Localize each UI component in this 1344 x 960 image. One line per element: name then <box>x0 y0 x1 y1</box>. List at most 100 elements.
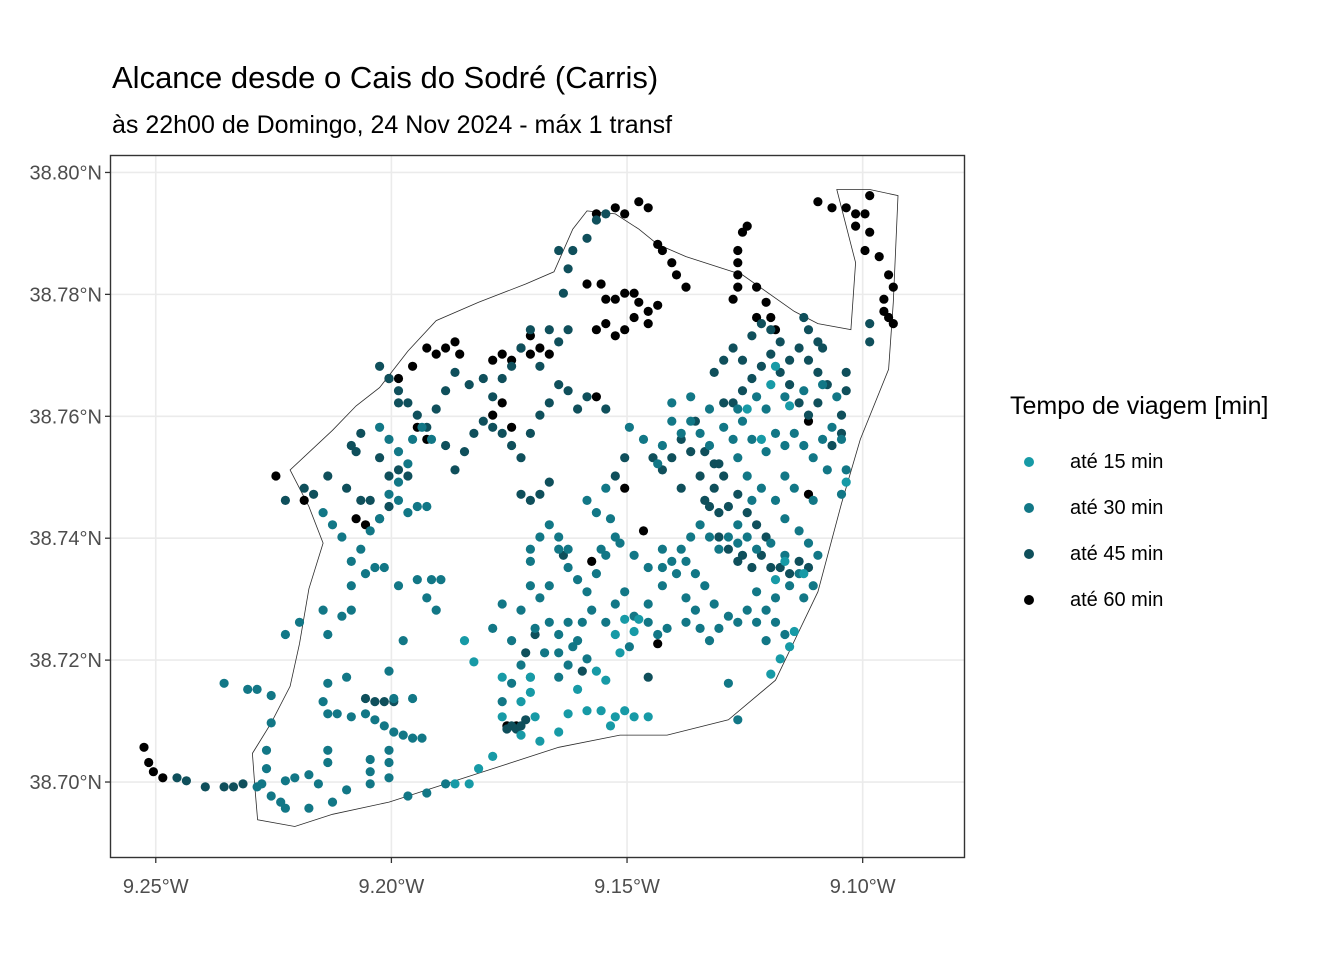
stop-point <box>719 422 729 432</box>
stop-point <box>723 678 734 688</box>
stop-point <box>280 629 290 640</box>
stop-point <box>544 349 554 359</box>
stop-point <box>780 629 790 640</box>
stop-point <box>408 693 418 704</box>
stop-point <box>591 507 602 518</box>
stop-point <box>591 392 602 402</box>
stop-point <box>497 697 507 707</box>
stop-point <box>686 392 696 402</box>
stop-point <box>808 495 818 505</box>
stop-point <box>747 331 757 341</box>
stop-point <box>573 404 583 414</box>
stop-point <box>219 782 229 792</box>
stop-point <box>266 690 276 701</box>
stop-point <box>327 797 338 807</box>
stop-point <box>360 709 371 719</box>
stop-point <box>384 666 394 676</box>
stop-point <box>752 282 762 292</box>
stop-point <box>799 593 809 603</box>
stop-point <box>860 245 870 256</box>
stop-point <box>620 587 630 597</box>
lisbon-boundary <box>251 189 899 827</box>
stop-point <box>379 562 389 573</box>
stop-point <box>620 614 630 624</box>
stop-point <box>544 477 554 487</box>
stop-point <box>671 270 682 280</box>
stop-point <box>497 672 507 682</box>
stop-point <box>252 782 262 792</box>
stop-point <box>742 532 752 542</box>
stop-point <box>761 297 771 307</box>
stop-point <box>488 751 498 762</box>
stop-point <box>582 279 592 289</box>
stop-point <box>516 605 526 615</box>
stop-point <box>591 215 602 225</box>
stop-point <box>200 782 210 792</box>
stop-point <box>261 745 272 755</box>
stop-point <box>488 355 498 365</box>
stop-point <box>478 373 488 384</box>
stop-point <box>582 587 592 597</box>
stop-point <box>657 440 668 451</box>
stop-point <box>827 422 837 432</box>
stop-point <box>393 373 404 384</box>
stop-point <box>601 675 611 685</box>
stop-point <box>653 459 663 469</box>
stop-point <box>535 361 545 371</box>
stop-point <box>408 733 418 743</box>
stop-point <box>497 398 507 408</box>
stop-point <box>554 532 564 542</box>
stop-point <box>431 404 441 414</box>
stop-point <box>441 343 451 353</box>
stop-point <box>393 495 404 505</box>
stop-point <box>488 392 498 402</box>
stop-point <box>794 398 804 408</box>
stop-point <box>662 623 672 634</box>
stop-point <box>337 611 347 621</box>
chart-subtitle: às 22h00 de Domingo, 24 Nov 2024 - máx 1… <box>112 111 673 139</box>
stop-point <box>638 434 649 444</box>
stop-point <box>346 712 356 722</box>
stop-point <box>803 355 814 365</box>
stop-point <box>780 556 790 567</box>
stop-point <box>238 779 248 789</box>
stop-point <box>704 404 715 414</box>
stop-point <box>605 721 616 731</box>
stop-point <box>294 617 305 627</box>
stop-point <box>360 569 371 579</box>
stop-point <box>813 398 823 408</box>
stop-point <box>422 593 432 603</box>
stop-point <box>747 562 757 573</box>
stop-point <box>610 471 620 481</box>
stop-point <box>450 367 460 377</box>
stop-point <box>723 501 734 512</box>
stop-point <box>384 745 394 755</box>
legend: Tempo de viagem [min] até 15 min até 30 … <box>1010 392 1268 611</box>
stop-point <box>785 380 795 390</box>
stop-point <box>497 428 507 438</box>
stop-point <box>629 712 639 722</box>
stop-point <box>657 562 668 573</box>
stop-point <box>865 191 875 201</box>
stop-point <box>158 773 168 783</box>
stop-point <box>577 666 587 676</box>
stop-point <box>695 471 705 481</box>
stop-point <box>643 617 653 627</box>
stop-point <box>521 648 531 658</box>
stop-point <box>624 642 635 652</box>
stop-point <box>780 514 790 524</box>
stop-point <box>280 803 290 813</box>
stop-point <box>525 325 536 335</box>
stop-point <box>690 569 701 579</box>
y-tick-label: 38.74°N <box>30 528 103 550</box>
stop-point <box>822 465 832 475</box>
stop-point <box>582 392 592 402</box>
stop-point <box>568 245 578 256</box>
legend-label-45: até 45 min <box>1070 543 1164 565</box>
stop-point <box>365 495 375 505</box>
stop-point <box>643 562 653 573</box>
stop-point <box>563 617 573 627</box>
stop-point <box>728 343 738 353</box>
stop-point <box>733 617 743 627</box>
stop-point <box>393 465 404 475</box>
